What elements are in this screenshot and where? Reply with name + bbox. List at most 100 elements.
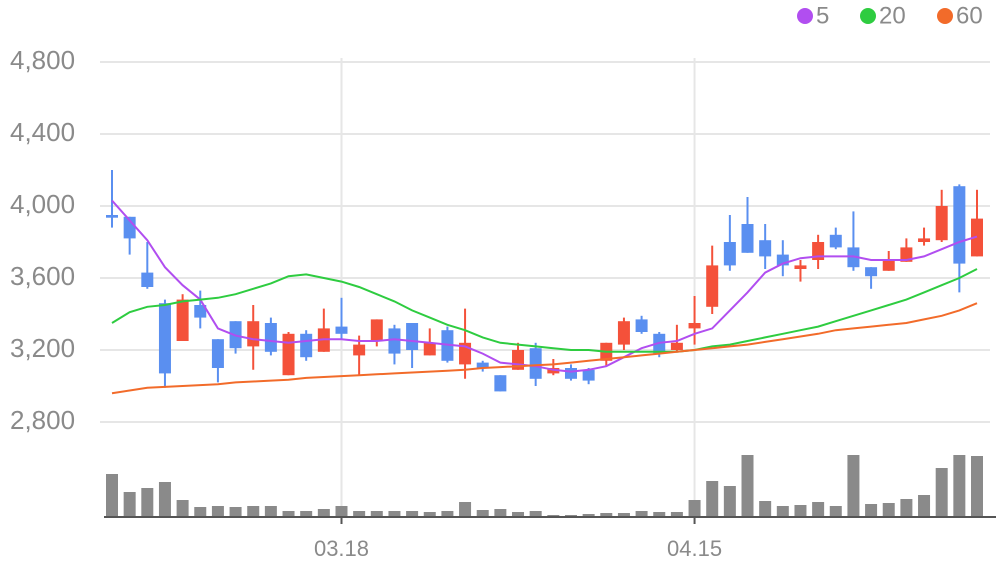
ma-line: [111, 199, 978, 373]
volume-bar: [971, 456, 983, 517]
volume-bar: [211, 506, 224, 517]
ma-line: [111, 302, 978, 395]
volume-bar: [229, 507, 242, 517]
volume-bar: [617, 513, 630, 517]
x-tick-label: 04.15: [667, 536, 722, 561]
volume-bar: [635, 511, 648, 517]
candle-body: [865, 267, 878, 277]
volume-bar: [829, 506, 842, 517]
volume-bar: [123, 492, 136, 517]
volume-bar: [794, 505, 807, 517]
candle-body: [829, 234, 842, 248]
volume-bar: [476, 510, 489, 517]
candle-body: [794, 265, 807, 269]
volume-bar: [264, 506, 277, 517]
legend-label: 5: [816, 2, 829, 29]
candle-body: [741, 224, 754, 253]
candle-body: [194, 305, 207, 318]
legend-swatch: [797, 8, 813, 24]
volume-bar: [317, 509, 330, 517]
y-tick-label: 4,800: [10, 45, 75, 75]
candle-body: [211, 339, 224, 368]
candle-body: [141, 272, 154, 287]
volume-bar: [741, 455, 754, 517]
volume-bar: [529, 511, 542, 517]
volume-bar: [423, 512, 436, 517]
candle-body: [670, 342, 683, 350]
candle-body: [494, 375, 507, 392]
y-tick-label: 3,600: [10, 261, 75, 291]
candle-body: [370, 319, 383, 341]
volume-bar: [247, 506, 260, 517]
volume-bar: [300, 511, 313, 517]
candle-body: [582, 369, 595, 381]
volume-bar: [670, 512, 683, 517]
candle-body: [353, 344, 366, 356]
volume-bar: [918, 495, 931, 517]
volume-bar: [688, 500, 701, 517]
volume-bar: [882, 503, 895, 517]
ma-line: [111, 268, 978, 353]
candle-body: [282, 333, 295, 376]
candle-body: [564, 368, 577, 379]
candle-body: [900, 247, 913, 262]
candle-body: [776, 254, 789, 266]
volume-bar: [812, 502, 825, 517]
volume-bar: [158, 482, 171, 517]
volume-bar: [353, 511, 366, 517]
candle-body: [106, 215, 118, 218]
candle-body: [935, 206, 948, 241]
volume-bar: [953, 455, 966, 517]
volume-bar: [282, 511, 295, 517]
volume-bar: [335, 506, 348, 517]
x-tick-label: 03.18: [314, 536, 369, 561]
candle-body: [529, 348, 542, 379]
candle-body: [247, 321, 260, 347]
candle-body: [918, 238, 931, 242]
candle-body: [123, 216, 136, 239]
legend-swatch: [860, 8, 876, 24]
volume-bar: [865, 504, 878, 517]
volume-bar: [759, 501, 772, 517]
legend-label: 20: [879, 2, 906, 29]
candle-body: [635, 319, 648, 332]
volume-bar: [194, 507, 207, 517]
volume-bar: [176, 500, 189, 517]
volume-bar: [935, 468, 948, 517]
candle-body: [723, 242, 736, 266]
volume-bar: [653, 512, 666, 517]
candle-body: [617, 321, 630, 345]
candle-body: [882, 260, 895, 271]
volume-bar: [459, 502, 472, 517]
volume-bar: [106, 474, 118, 517]
y-tick-label: 3,200: [10, 333, 75, 363]
volume-bar: [723, 486, 736, 517]
volume-bar: [512, 512, 525, 517]
candle-body: [423, 342, 436, 356]
legend-swatch: [937, 8, 953, 24]
volume-bar: [582, 514, 595, 517]
candle-body: [406, 323, 419, 350]
candle-body: [158, 303, 171, 374]
candle-body: [264, 323, 277, 352]
y-tick-label: 2,800: [10, 405, 75, 435]
volume-bar: [141, 488, 154, 517]
candle-body: [688, 323, 701, 329]
candle-body: [388, 328, 401, 354]
candle-body: [176, 299, 189, 341]
candle-body: [335, 326, 348, 334]
volume-bar: [441, 511, 454, 517]
volume-bar: [370, 511, 383, 517]
y-tick-label: 4,400: [10, 117, 75, 147]
volume-bar: [706, 481, 719, 517]
volume-bar: [600, 513, 613, 517]
volume-bar: [847, 455, 860, 517]
candle-body: [706, 265, 719, 307]
volume-bar: [406, 511, 419, 517]
candle-body: [476, 362, 489, 368]
candle-body: [300, 333, 313, 358]
volume-bar: [494, 509, 507, 517]
y-tick-label: 4,000: [10, 189, 75, 219]
